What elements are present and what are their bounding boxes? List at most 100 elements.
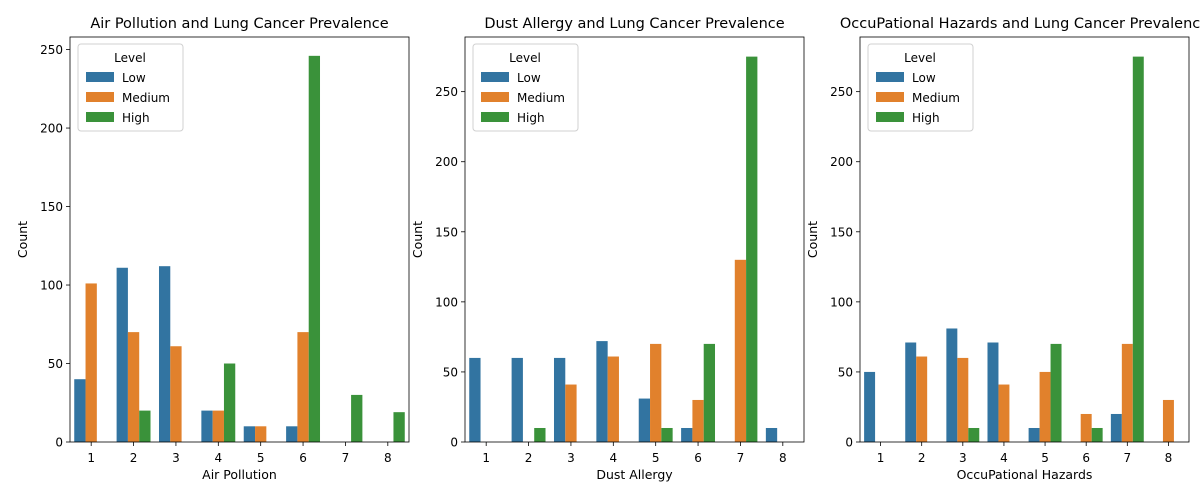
y-axis-label: Count	[410, 221, 425, 258]
bar-high-7	[1132, 56, 1144, 443]
bar-low-7	[1110, 413, 1122, 442]
legend-swatch-medium	[481, 92, 509, 102]
legend-label-low: Low	[912, 71, 936, 85]
legend-swatch-low	[876, 72, 904, 82]
bar-medium-6	[297, 332, 309, 442]
bar-high-3	[968, 427, 980, 442]
bar-high-5	[661, 427, 673, 442]
legend: Level Low Medium High	[867, 43, 974, 132]
legend-swatch-high	[86, 112, 114, 122]
legend-title: Level	[509, 51, 541, 65]
chart-panel-3: 1 2 3 4 5 6 7 8 0 50 100 150 200 250 OccuPational Haza…	[805, 16, 1200, 482]
legend-box	[867, 43, 974, 132]
y-tick-label: 150	[830, 225, 853, 239]
legend-label-low: Low	[122, 71, 146, 85]
bar-low-5	[1028, 427, 1040, 442]
x-tick-label: 3	[172, 451, 180, 465]
legend-label-medium: Medium	[517, 91, 565, 105]
legend-swatch-high	[876, 112, 904, 122]
bar-low-4	[201, 410, 213, 442]
bar-high-4	[223, 363, 236, 442]
y-tick-label: 50	[48, 357, 63, 371]
bar-high-2	[139, 410, 151, 442]
legend-label-high: High	[517, 111, 545, 125]
bar-low-2	[905, 342, 917, 442]
y-tick-label: 100	[830, 295, 853, 309]
bar-low-2	[511, 357, 523, 442]
x-tick-label: 5	[257, 451, 265, 465]
axes-frame	[859, 36, 1190, 443]
y-tick-label: 150	[40, 200, 63, 214]
legend: Level Low Medium High	[472, 43, 579, 132]
y-tick-label: 200	[830, 155, 853, 169]
x-tick-label: 6	[1082, 451, 1090, 465]
bar-medium-6	[692, 399, 704, 442]
bar-medium-6	[1080, 413, 1092, 442]
x-axis-label: OccuPational Hazards	[957, 467, 1093, 482]
x-tick-label: 4	[609, 451, 617, 465]
bar-high-6	[308, 55, 321, 443]
legend-label-high: High	[122, 111, 150, 125]
legend: Level Low Medium High	[77, 43, 184, 132]
chart-panel-2: 1 2 3 4 5 6 7 8 0 50 100 150 200 250 Dust Allergy and …	[410, 16, 805, 482]
x-tick-label: 1	[87, 451, 95, 465]
bar-low-3	[553, 357, 566, 442]
bar-medium-4	[212, 410, 224, 442]
x-tick-label: 4	[214, 451, 222, 465]
bar-low-4	[987, 342, 999, 442]
y-axis-label: Count	[805, 221, 820, 258]
bar-low-5	[638, 398, 651, 442]
y-tick-label: 100	[435, 295, 458, 309]
legend-swatch-low	[86, 72, 114, 82]
x-tick-label: 2	[525, 451, 533, 465]
x-tick-label: 1	[482, 451, 490, 465]
bar-low-4	[596, 341, 608, 442]
legend-swatch-medium	[86, 92, 114, 102]
x-tick-label: 2	[130, 451, 138, 465]
bar-high-7	[351, 394, 363, 442]
bar-low-5	[243, 426, 256, 442]
legend-box	[77, 43, 184, 132]
bar-medium-7	[1121, 343, 1133, 442]
bar-low-3	[946, 328, 958, 442]
bar-low-8	[765, 427, 778, 442]
y-tick-label: 200	[40, 122, 63, 136]
chart-title: Air Pollution and Lung Cancer Prevalence	[90, 16, 388, 32]
legend-label-medium: Medium	[122, 91, 170, 105]
bar-medium-2	[916, 356, 928, 442]
legend-box	[472, 43, 579, 132]
bar-medium-8	[1162, 399, 1174, 442]
y-tick-label: 0	[450, 436, 458, 450]
y-tick-label: 50	[443, 365, 458, 379]
legend-title: Level	[114, 51, 146, 65]
bar-medium-3	[565, 384, 577, 442]
bar-medium-5	[1039, 371, 1051, 442]
bar-medium-4	[607, 356, 619, 442]
x-tick-label: 6	[299, 451, 307, 465]
bar-low-1	[469, 357, 481, 442]
bar-high-7	[746, 56, 758, 443]
x-tick-label: 1	[877, 451, 885, 465]
y-tick-label: 200	[435, 155, 458, 169]
legend-swatch-medium	[876, 92, 904, 102]
bar-medium-3	[957, 357, 969, 442]
x-tick-label: 7	[737, 451, 745, 465]
x-tick-label: 2	[918, 451, 926, 465]
x-tick-label: 4	[1000, 451, 1008, 465]
y-tick-label: 250	[830, 85, 853, 99]
legend-label-high: High	[912, 111, 940, 125]
bar-medium-1	[85, 283, 97, 442]
bar-low-6	[681, 427, 693, 442]
legend-label-medium: Medium	[912, 91, 960, 105]
chart-title: OccuPational Hazards and Lung Cancer Pre…	[840, 16, 1200, 32]
y-tick-label: 150	[435, 225, 458, 239]
axes-frame	[69, 36, 410, 443]
bar-medium-3	[170, 346, 182, 442]
x-tick-label: 3	[567, 451, 575, 465]
chart-title: Dust Allergy and Lung Cancer Prevalence	[484, 16, 784, 32]
bar-low-1	[74, 379, 86, 442]
x-axis-label: Dust Allergy	[596, 467, 673, 482]
bar-high-6	[1091, 427, 1103, 442]
y-tick-label: 250	[435, 85, 458, 99]
